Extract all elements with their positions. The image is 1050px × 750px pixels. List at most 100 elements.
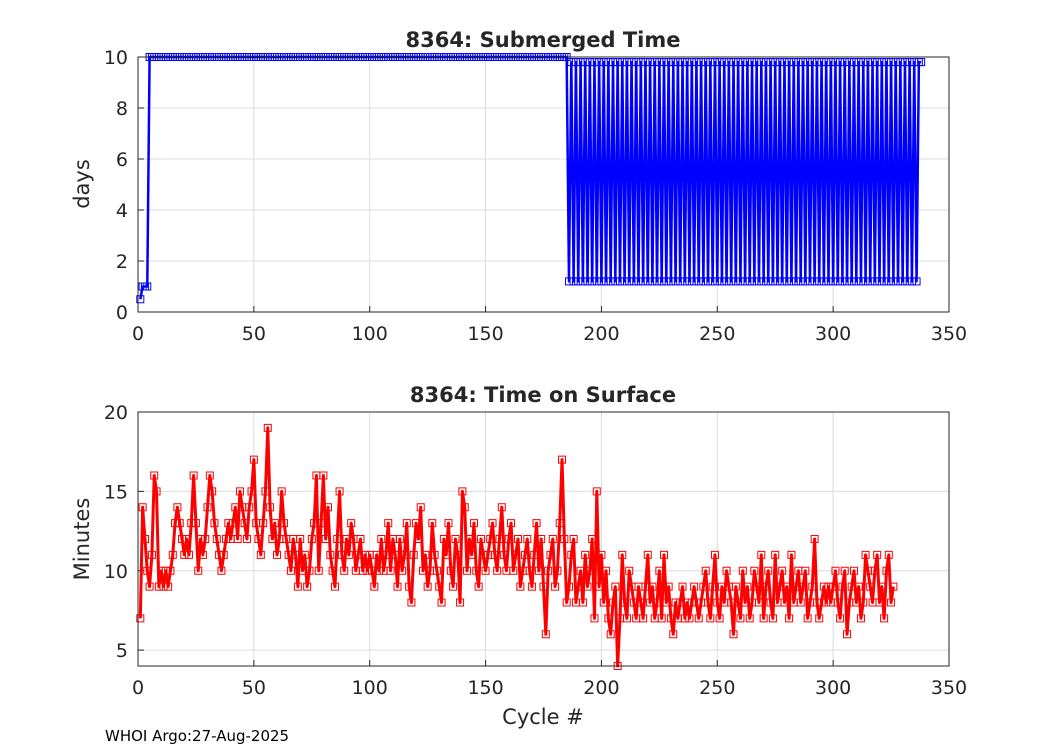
data-point bbox=[136, 614, 145, 623]
data-point bbox=[509, 566, 518, 575]
data-point bbox=[843, 630, 852, 639]
data-point bbox=[743, 582, 752, 591]
data-point bbox=[581, 550, 590, 559]
data-point bbox=[602, 277, 611, 286]
data-point bbox=[810, 277, 819, 286]
data-point bbox=[595, 582, 604, 591]
data-point bbox=[731, 277, 740, 286]
data-point bbox=[377, 535, 386, 543]
data-point bbox=[880, 277, 889, 286]
data-point bbox=[571, 58, 580, 67]
data-point bbox=[279, 519, 288, 528]
x-tick-label: 0 bbox=[132, 677, 144, 699]
data-point bbox=[803, 614, 812, 623]
data-point bbox=[699, 582, 708, 591]
data-point bbox=[722, 566, 731, 575]
data-point bbox=[692, 598, 701, 607]
data-point bbox=[861, 550, 870, 559]
data-point bbox=[768, 614, 777, 623]
data-point bbox=[159, 582, 168, 591]
data-point bbox=[611, 277, 620, 286]
data-point bbox=[773, 277, 782, 286]
data-point bbox=[555, 519, 564, 528]
data-point bbox=[551, 582, 560, 591]
data-point bbox=[917, 58, 926, 67]
data-point bbox=[152, 487, 161, 496]
y-tick-label: 6 bbox=[116, 149, 128, 171]
data-point bbox=[168, 550, 177, 559]
data-point bbox=[803, 58, 812, 67]
data-point bbox=[782, 582, 791, 591]
data-point bbox=[759, 614, 768, 623]
data-point bbox=[694, 614, 703, 623]
y-tick-label: 20 bbox=[104, 402, 128, 424]
data-point bbox=[467, 550, 476, 559]
data-point bbox=[164, 582, 173, 591]
chart-title: 8364: Submerged Time bbox=[405, 28, 680, 52]
data-point bbox=[771, 58, 780, 67]
data-point bbox=[592, 277, 601, 286]
data-point bbox=[407, 598, 416, 607]
data-point bbox=[307, 535, 316, 543]
data-point bbox=[300, 550, 309, 559]
data-point bbox=[785, 58, 794, 67]
data-point bbox=[831, 58, 840, 67]
data-point bbox=[493, 566, 502, 575]
data-point bbox=[609, 598, 618, 607]
data-point bbox=[393, 582, 402, 591]
data-point bbox=[161, 566, 170, 575]
data-point bbox=[548, 535, 557, 543]
data-point bbox=[866, 582, 875, 591]
data-point bbox=[583, 582, 592, 591]
data-point bbox=[741, 277, 750, 286]
data-point bbox=[824, 277, 833, 286]
data-point bbox=[780, 58, 789, 67]
data-point bbox=[391, 550, 400, 559]
data-point bbox=[451, 535, 460, 543]
data-point bbox=[629, 277, 638, 286]
data-point bbox=[690, 582, 699, 591]
data-point bbox=[912, 277, 921, 286]
x-tick-label: 300 bbox=[815, 323, 851, 345]
data-point bbox=[662, 598, 671, 607]
data-point bbox=[810, 535, 819, 543]
data-point bbox=[801, 566, 810, 575]
data-point bbox=[527, 582, 536, 591]
data-point bbox=[319, 471, 328, 480]
data-point bbox=[880, 614, 889, 623]
data-point bbox=[305, 566, 314, 575]
data-point bbox=[757, 550, 766, 559]
data-point bbox=[340, 566, 349, 575]
data-point bbox=[330, 582, 339, 591]
data-point bbox=[873, 550, 882, 559]
data-point bbox=[453, 550, 462, 559]
data-point bbox=[175, 519, 184, 528]
data-point bbox=[771, 550, 780, 559]
data-point bbox=[184, 550, 193, 559]
data-point bbox=[242, 535, 251, 543]
x-tick-label: 350 bbox=[931, 677, 967, 699]
data-point bbox=[729, 58, 738, 67]
data-point bbox=[414, 535, 423, 543]
data-point bbox=[840, 566, 849, 575]
data-point bbox=[430, 550, 439, 559]
data-point bbox=[423, 582, 432, 591]
data-point bbox=[460, 503, 469, 512]
data-point bbox=[609, 58, 618, 67]
x-tick-label: 100 bbox=[352, 323, 388, 345]
data-point bbox=[590, 58, 599, 67]
data-point bbox=[815, 277, 824, 286]
data-point bbox=[567, 550, 576, 559]
data-point bbox=[514, 535, 523, 543]
data-point bbox=[381, 550, 390, 559]
data-point bbox=[402, 519, 411, 528]
data-point bbox=[829, 277, 838, 286]
data-point bbox=[143, 566, 152, 575]
data-point bbox=[537, 535, 546, 543]
data-point bbox=[685, 614, 694, 623]
data-point bbox=[683, 58, 692, 67]
data-point bbox=[854, 582, 863, 591]
data-point bbox=[511, 550, 520, 559]
data-point bbox=[405, 582, 414, 591]
data-point bbox=[245, 503, 254, 512]
